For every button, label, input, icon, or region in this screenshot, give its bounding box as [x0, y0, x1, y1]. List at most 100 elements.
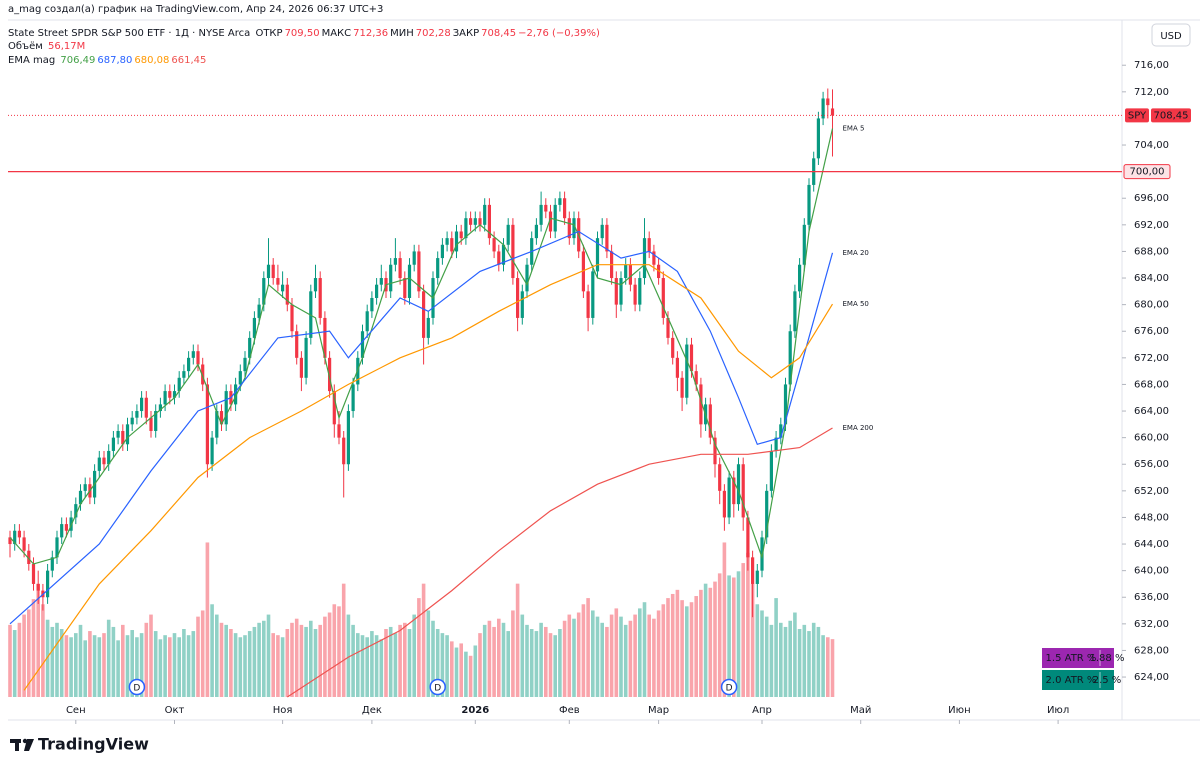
dividend-label: D — [434, 684, 441, 694]
volume-bar — [139, 633, 144, 697]
candle-body — [445, 238, 449, 245]
x-tick-label: Мар — [648, 705, 669, 716]
ema-name: EMA 20 — [843, 249, 869, 257]
volume-bar — [811, 622, 816, 697]
volume-bar — [435, 629, 440, 697]
ema-line — [23, 264, 834, 691]
candle-body — [422, 291, 426, 338]
candle-body — [55, 537, 59, 558]
x-tick-label: Фев — [559, 705, 580, 716]
ema-line: EMA mag 706,49 687,80 680,08 661,45 — [8, 55, 208, 66]
candle-body — [276, 278, 280, 285]
volume-bar — [727, 575, 731, 697]
ema-label: EMA mag — [8, 55, 56, 66]
volume-bar — [88, 631, 92, 697]
candle-body — [600, 224, 604, 239]
candle-body — [567, 218, 571, 239]
candle-body — [426, 317, 430, 338]
x-tick-label: Сен — [66, 705, 86, 716]
volume-bar — [374, 635, 379, 697]
candle-body — [638, 278, 642, 305]
candle-body — [290, 304, 294, 332]
volume-bar — [779, 622, 783, 697]
y-tick-label: 676,00 — [1134, 326, 1169, 337]
candle-body — [619, 278, 623, 305]
candle-body — [31, 563, 36, 584]
volume-bar — [186, 635, 191, 697]
candle-body — [224, 391, 228, 425]
volume-bar — [656, 610, 661, 697]
x-tick-label: Апр — [752, 705, 772, 716]
volume-bar — [661, 604, 666, 697]
y-tick-label: 648,00 — [1134, 512, 1169, 523]
candle-body — [553, 204, 557, 232]
symbol-tag — [1125, 108, 1149, 123]
candle-body — [130, 417, 134, 425]
volume-bar — [116, 640, 120, 697]
candle-body — [708, 404, 712, 438]
y-tick-label: 656,00 — [1134, 459, 1169, 470]
candle-body — [360, 331, 365, 358]
volume-bar — [106, 619, 111, 697]
volume-bar — [769, 624, 774, 697]
volume-bar — [407, 629, 412, 697]
y-tick-label: 692,00 — [1134, 220, 1169, 231]
candle-body — [816, 118, 820, 159]
logo-slash — [24, 739, 34, 751]
volume-bar — [64, 635, 69, 697]
x-tick-label: Окт — [165, 705, 185, 716]
volume-bar — [266, 614, 271, 697]
volume-bar — [78, 624, 83, 697]
candle-body — [271, 264, 275, 279]
volume-bar — [464, 651, 468, 697]
volume-bar — [450, 641, 454, 697]
ema-value: 661,45 — [171, 55, 207, 66]
volume-bar — [605, 626, 609, 697]
candle-body — [102, 457, 106, 465]
candle-body — [8, 537, 12, 545]
candle-body — [727, 477, 731, 518]
price-tag-label: 708,45 — [1154, 110, 1189, 121]
candle-body — [168, 391, 172, 398]
currency-box[interactable] — [1151, 23, 1191, 47]
volume-bar — [562, 620, 567, 697]
ohlc-value: 708,45 — [481, 28, 517, 39]
candle-body — [769, 450, 773, 491]
candle-body — [187, 357, 191, 372]
atr-name: 1.5 ATR % — [1046, 653, 1097, 664]
currency: USD — [1160, 31, 1182, 42]
volume-bar — [341, 583, 346, 697]
volume-bar — [619, 616, 623, 697]
volume-bar — [670, 593, 675, 697]
candle-body — [497, 251, 501, 265]
candle-body — [210, 437, 214, 465]
candle-body — [572, 218, 576, 239]
candle-body — [525, 264, 529, 292]
volume-bar — [576, 612, 581, 697]
volume-bar — [337, 606, 341, 697]
volume-bar — [247, 631, 252, 697]
volume-bar — [327, 612, 332, 697]
volume-bar — [609, 614, 614, 697]
candle-body — [234, 384, 238, 405]
candle-body — [163, 391, 167, 405]
candle-body — [78, 490, 83, 505]
candle-body — [506, 224, 510, 245]
volume-bar — [360, 635, 365, 697]
volume-bar — [807, 631, 811, 697]
candle-body — [783, 384, 788, 425]
volume-bar — [708, 587, 713, 697]
y-tick-label: 712,00 — [1134, 87, 1169, 98]
change: −2,76 (−0,39%) — [518, 28, 600, 39]
volume-bar — [318, 624, 322, 697]
volume-bar — [370, 631, 374, 697]
candle-body — [830, 108, 835, 116]
candle-body — [243, 357, 247, 372]
dividend-label: D — [133, 684, 140, 694]
candle-body — [534, 224, 538, 239]
candle-body — [647, 238, 651, 252]
level-tag — [1123, 164, 1171, 180]
volume-bar — [45, 619, 50, 697]
volume-bar — [478, 633, 482, 697]
y-tick-label: 624,00 — [1134, 672, 1169, 683]
